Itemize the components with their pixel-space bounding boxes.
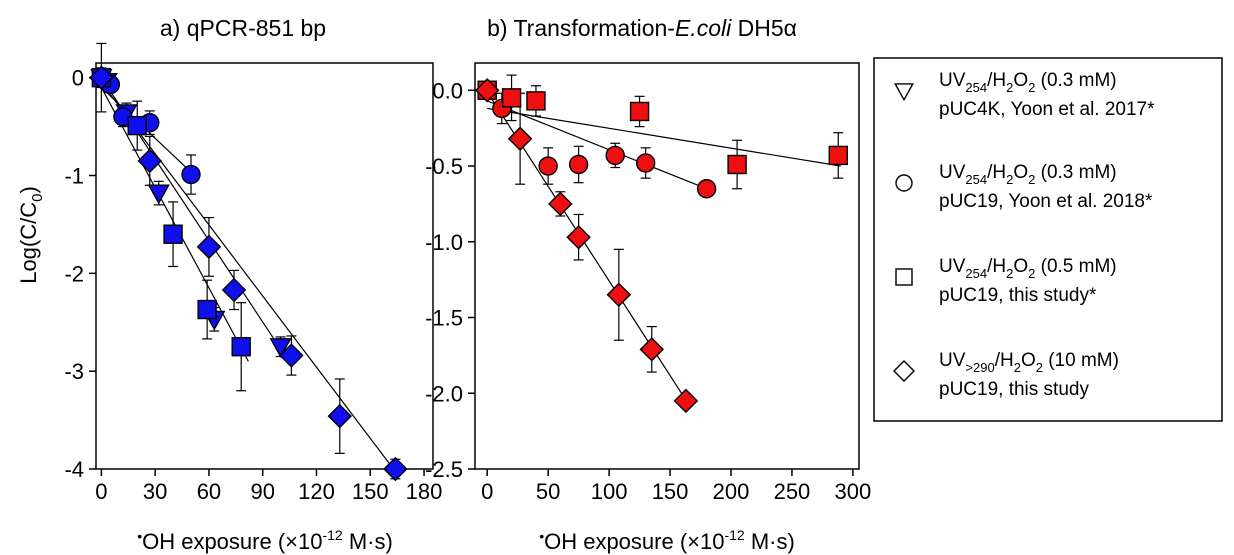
legend: UV254/H2O2 (0.3 mM) pUC4K, Yoon et al. 20… bbox=[873, 57, 1223, 422]
panel-a-point-square bbox=[197, 299, 217, 320]
panel-a-point-diamond bbox=[137, 148, 163, 174]
panel-a-point-diamond bbox=[89, 65, 114, 90]
panel-b-point-circle bbox=[605, 145, 625, 166]
panel-b-x-tick-label: 150 bbox=[652, 479, 689, 504]
panel-b-y-tick-label: 0.0 bbox=[432, 78, 463, 103]
legend-marker-triangle-down bbox=[894, 83, 914, 102]
panel-b-y-tick-label: -1.5 bbox=[425, 306, 463, 331]
legend-box bbox=[873, 57, 1223, 422]
panel-a-point-diamond bbox=[279, 343, 304, 368]
panel-b-y-tick-label: -2.0 bbox=[425, 381, 463, 406]
panel-b-x-tick-label: 50 bbox=[536, 479, 560, 504]
legend-entry-line2: pUC19, this study* bbox=[939, 285, 1097, 306]
legend-entry-line1: UV254/H2O2 (0.3 mM) bbox=[939, 162, 1117, 187]
panel-b-frame bbox=[474, 62, 860, 470]
legend-entry-line1: UV254/H2O2 (0.3 mM) bbox=[939, 70, 1117, 95]
panel-b-point-diamond bbox=[507, 126, 533, 151]
legend-marker-diamond bbox=[893, 360, 915, 382]
panel-a-x-tick-label: 120 bbox=[298, 479, 335, 504]
panel-b-x-tick-label: 300 bbox=[835, 479, 872, 504]
panel-a-point-diamond bbox=[196, 234, 222, 260]
panel-a-y-tick-label: -1 bbox=[64, 164, 84, 189]
panel-a-plot: 0 30 60 90 120 150 180 0 -1 -2 -3 -4 bbox=[64, 42, 443, 504]
panel-a-y-tick-label: -4 bbox=[64, 457, 84, 482]
panel-a-fit-line bbox=[100, 82, 398, 475]
panel-b-point-diamond bbox=[474, 78, 500, 103]
panel-b-x-tick-label: 100 bbox=[591, 479, 628, 504]
panel-a-x-tick-label: 60 bbox=[197, 479, 221, 504]
panel-a-ylabel: Log(C/C0) bbox=[16, 186, 46, 284]
panel-b: b) Transformation-E.coli DH5α •OH exposu… bbox=[425, 15, 871, 554]
panel-a-x-tick-label: 180 bbox=[406, 479, 443, 504]
panel-b-point-diamond bbox=[606, 282, 632, 308]
panel-b-plot: 0 50 100 150 200 250 300 0.0 -0.5 -1.0 -1.5 -2.0 -2.… bbox=[425, 62, 872, 504]
panel-b-point-square bbox=[727, 154, 747, 175]
panel-a-xlabel: •OH exposure (×10-12 M·s) bbox=[137, 527, 393, 554]
panel-a-point-diamond bbox=[327, 403, 353, 429]
legend-marker-square bbox=[895, 268, 913, 286]
panel-a-y-tick-label: -3 bbox=[64, 359, 84, 384]
panel-b-point-square bbox=[629, 101, 650, 122]
legend-entry-line1: UV>290/H2O2 (10 mM) bbox=[939, 350, 1119, 375]
panel-a-point-triangle-down bbox=[269, 338, 292, 359]
panel-a-point-circle bbox=[181, 164, 201, 185]
panel-a-y-tick-label: 0 bbox=[72, 66, 84, 91]
panel-a-point-square bbox=[127, 115, 147, 136]
panel-b-point-square bbox=[828, 145, 848, 166]
panel-a-frame bbox=[95, 62, 434, 470]
legend-entry-line2: pUC19, Yoon et al. 2018* bbox=[939, 191, 1153, 212]
panel-b-xlabel: •OH exposure (×10-12 M·s) bbox=[539, 527, 795, 554]
panel-a-fit-line bbox=[100, 87, 249, 362]
panel-b-point-circle bbox=[538, 156, 558, 176]
panel-b-point-circle bbox=[696, 179, 717, 199]
panel-b-point-square bbox=[501, 88, 522, 108]
legend-entry-line2: pUC19, this study bbox=[939, 379, 1089, 400]
panel-b-y-tick-label: -0.5 bbox=[425, 154, 463, 179]
panel-a-point-square bbox=[163, 224, 183, 244]
panel-a-point-triangle-down bbox=[147, 184, 170, 205]
panel-b-point-diamond bbox=[566, 224, 591, 250]
legend-marker-circle bbox=[895, 174, 913, 192]
panel-a-title: a) qPCR-851 bp bbox=[160, 15, 326, 41]
panel-b-fit-line bbox=[487, 107, 841, 167]
panel-b-point-diamond bbox=[639, 337, 665, 362]
panel-b-point-circle bbox=[568, 154, 589, 175]
panel-b-x-tick-label: 0 bbox=[481, 479, 493, 504]
panel-a-x-tick-label: 0 bbox=[95, 479, 107, 504]
panel-b-y-tick-label: -2.5 bbox=[425, 457, 463, 482]
panel-a-x-tick-label: 90 bbox=[250, 479, 274, 504]
panel-b-point-circle bbox=[635, 153, 656, 173]
legend-entry-line1: UV254/H2O2 (0.5 mM) bbox=[939, 256, 1117, 281]
panel-b-x-tick-label: 250 bbox=[774, 479, 811, 504]
panel-b-point-diamond bbox=[673, 388, 699, 414]
panel-b-fit-line bbox=[486, 100, 707, 190]
panel-a-x-tick-label: 150 bbox=[352, 479, 389, 504]
panel-a-x-tick-label: 30 bbox=[143, 479, 167, 504]
panel-b-point-square bbox=[526, 91, 546, 111]
panel-a-point-square bbox=[231, 337, 251, 357]
panel-b-title: b) Transformation-E.coli DH5α bbox=[487, 15, 797, 41]
panel-b-y-tick-label: -1.0 bbox=[425, 230, 463, 255]
panel-b-x-tick-label: 200 bbox=[713, 479, 750, 504]
panel-a-point-diamond bbox=[221, 277, 247, 303]
panel-a: a) qPCR-851 bp Log(C/C0) •OH exposure (×… bbox=[16, 15, 442, 554]
panel-a-point-diamond bbox=[383, 456, 408, 482]
panel-b-point-diamond bbox=[548, 191, 573, 217]
legend-entry-line2: pUC4K, Yoon et al. 2017* bbox=[939, 99, 1155, 120]
panel-a-y-tick-label: -2 bbox=[64, 261, 84, 286]
